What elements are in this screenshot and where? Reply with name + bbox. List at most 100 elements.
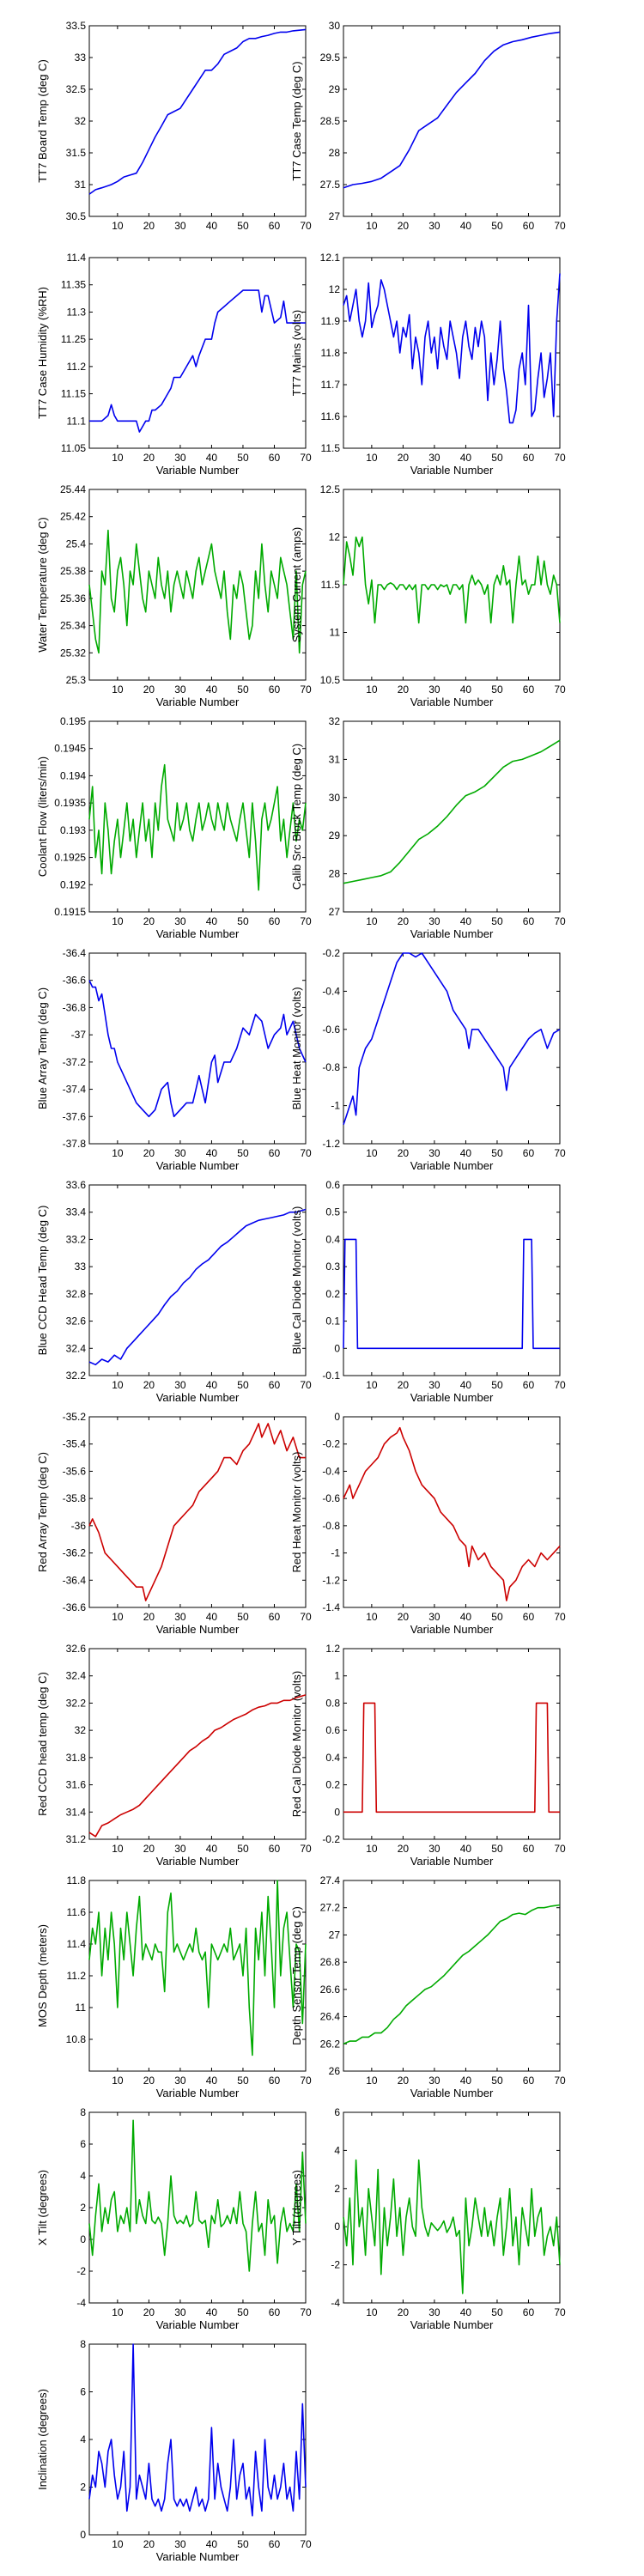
y-tick-label: 0.195	[60, 715, 86, 727]
x-tick-label: 40	[206, 1147, 218, 1159]
series-line	[343, 739, 561, 884]
x-tick-label: 60	[523, 915, 535, 927]
plot-frame	[88, 720, 307, 913]
y-tick-label: 2	[334, 2183, 340, 2195]
y-tick-label: 33	[75, 1261, 87, 1273]
y-tick-label: 12	[329, 283, 341, 295]
y-tick-label: 0.193	[60, 824, 86, 836]
x-tick-label: 30	[174, 2306, 186, 2318]
x-tick-label: 50	[491, 452, 503, 464]
y-tick-label: 31.5	[66, 147, 87, 159]
x-axis-label: Variable Number	[410, 2318, 494, 2331]
x-tick-label: 50	[491, 915, 503, 927]
x-tick-label: 70	[300, 2306, 312, 2318]
series-line	[343, 273, 561, 424]
y-tick-label: 25.34	[60, 620, 86, 632]
y-axis-label: Red CCD head temp (deg C)	[36, 1672, 49, 1816]
chart-panel: 10 20 30 40 50 60 70 -0.2 0 0.2 0.4 0.6 0.8 1 1.2 Red C…	[290, 1643, 566, 1868]
x-tick-label: 10	[112, 2306, 124, 2318]
y-tick-label: -0.1	[322, 1370, 340, 1382]
y-tick-label: 33	[75, 52, 87, 64]
x-tick-label: 50	[237, 1147, 249, 1159]
y-tick-label: -1.2	[322, 1138, 340, 1150]
y-tick-label: -0.2	[322, 947, 340, 959]
x-tick-label: 30	[174, 220, 186, 232]
x-tick-label: 70	[554, 915, 566, 927]
y-tick-label: 0	[334, 1806, 340, 1818]
x-axis-label: Variable Number	[410, 1623, 494, 1636]
x-tick-label: 60	[523, 220, 535, 232]
x-tick-label: 50	[237, 220, 249, 232]
x-tick-label: 30	[428, 220, 440, 232]
series-line	[88, 1880, 307, 2057]
x-tick-label: 40	[206, 2075, 218, 2087]
series-line	[343, 1702, 560, 1814]
x-tick-label: 60	[523, 1611, 535, 1623]
series-line	[88, 1208, 307, 1366]
y-tick-label: 27	[329, 906, 341, 918]
y-tick-label: 27	[329, 210, 341, 222]
y-tick-label: 31	[75, 179, 87, 191]
y-tick-label: 29	[329, 829, 341, 841]
series-line	[88, 28, 307, 195]
plot-frame	[343, 720, 561, 913]
chart-panel: 10 20 30 40 50 60 70 26 26.2 26.4 26.6 26.8 27 27.2 27…	[290, 1874, 566, 2099]
x-tick-label: 10	[366, 1611, 378, 1623]
x-tick-label: 50	[491, 220, 503, 232]
y-tick-label: 0	[80, 2233, 86, 2245]
x-tick-label: 70	[300, 1379, 312, 1391]
x-tick-label: 20	[398, 1379, 410, 1391]
y-tick-label: 32.2	[66, 1370, 87, 1382]
x-tick-label: 60	[523, 1147, 535, 1159]
y-tick-label: -0.6	[322, 1024, 340, 1036]
y-axis-label: Coolant Flow (liters/min)	[36, 756, 49, 877]
x-tick-label: 70	[300, 915, 312, 927]
y-tick-label: 6	[334, 2106, 340, 2118]
x-tick-label: 70	[554, 220, 566, 232]
x-tick-label: 60	[269, 2306, 281, 2318]
y-tick-label: 8	[80, 2106, 86, 2118]
y-tick-label: 26.2	[320, 2038, 341, 2050]
plot-frame	[88, 257, 307, 449]
y-tick-label: 32	[75, 1724, 87, 1736]
x-tick-label: 10	[366, 683, 378, 696]
series-line	[89, 289, 306, 433]
x-axis-label: Variable Number	[410, 464, 494, 477]
x-axis-label: Variable Number	[156, 927, 240, 940]
x-tick-label: 30	[174, 1843, 186, 1855]
x-tick-label: 60	[523, 1379, 535, 1391]
x-tick-label: 30	[174, 915, 186, 927]
x-tick-label: 20	[398, 915, 410, 927]
y-tick-label: 33.4	[66, 1206, 87, 1218]
y-tick-label: 0.1945	[54, 743, 86, 755]
chart-panel: 10 20 30 40 50 60 70 -36.4 -36.6 -36.8 -37 -37.2 -37…	[36, 947, 312, 1172]
x-tick-label: 50	[237, 1379, 249, 1391]
y-tick-label: -4	[76, 2297, 86, 2309]
plot-frame	[88, 1648, 307, 1840]
y-tick-label: 25.36	[60, 592, 86, 605]
x-tick-label: 70	[554, 1843, 566, 1855]
y-tick-label: -35.8	[63, 1492, 87, 1504]
x-tick-label: 10	[112, 1379, 124, 1391]
x-tick-label: 10	[112, 1147, 124, 1159]
y-tick-label: 11.6	[321, 410, 341, 422]
y-tick-label: -36.2	[63, 1547, 87, 1559]
x-tick-label: 50	[237, 2075, 249, 2087]
y-tick-label: 32.6	[66, 1643, 87, 1655]
y-axis-label: X Tilt (degrees)	[36, 2170, 49, 2245]
y-tick-label: 12.1	[320, 252, 341, 264]
plot-frame	[343, 1880, 561, 2072]
y-tick-label: 11.9	[321, 315, 341, 327]
y-axis-label: TT7 Board Temp (deg C)	[36, 59, 49, 183]
chart-panel: 10 20 30 40 50 60 70 11.05 11.1 11.15 11.2 11.25 11.…	[36, 252, 312, 477]
y-tick-label: 33.2	[66, 1233, 87, 1245]
y-tick-label: 2	[80, 2202, 86, 2214]
y-tick-label: -35.2	[63, 1411, 87, 1423]
y-tick-label: 4	[80, 2170, 86, 2182]
y-tick-label: -37.8	[63, 1138, 87, 1150]
plot-frame	[88, 2343, 307, 2536]
series-line	[343, 536, 561, 624]
x-axis-label: Variable Number	[410, 1855, 494, 1868]
x-tick-label: 70	[554, 2075, 566, 2087]
